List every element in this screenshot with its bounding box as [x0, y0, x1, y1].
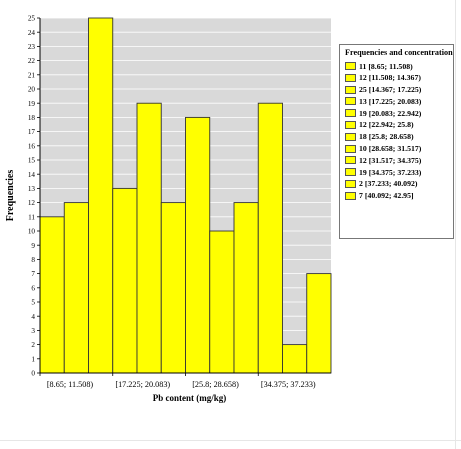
- legend-item: 25 [14.367; 17.225): [345, 85, 453, 95]
- y-tick-label: 4: [31, 313, 35, 321]
- legend-item: 7 [40.092; 42.95]: [345, 191, 453, 201]
- legend-item: 12 [11.508; 14.367): [345, 73, 453, 83]
- bar: [88, 17, 114, 374]
- legend-item-label: 2 [37.233; 40.092): [359, 179, 418, 189]
- bar: [306, 273, 332, 374]
- legend-item-label: 19 [34.375; 37.233): [359, 167, 422, 177]
- frame-border-right: [455, 0, 456, 449]
- legend-swatch: [345, 120, 356, 129]
- legend-item-label: 12 [31.517; 34.375): [359, 155, 422, 165]
- legend-swatch: [345, 144, 356, 153]
- legend-item-label: 12 [11.508; 14.367): [359, 73, 421, 83]
- y-tick-label: 8: [31, 256, 35, 264]
- legend-item: 13 [17.225; 20.083): [345, 96, 453, 106]
- x-tick-label: [17.225; 20.083): [115, 380, 170, 389]
- y-tick-label: 1: [31, 355, 35, 363]
- bar: [233, 202, 259, 374]
- legend-swatch: [345, 179, 356, 188]
- legend-item: 18 [25.8; 28.658): [345, 132, 453, 142]
- y-tick-label: 21: [28, 71, 36, 79]
- y-tick-label: 24: [28, 29, 36, 37]
- y-tick-label: 18: [28, 114, 36, 122]
- bar: [112, 187, 138, 374]
- legend-item-label: 13 [17.225; 20.083): [359, 96, 422, 106]
- legend-swatch: [345, 191, 356, 200]
- y-tick-label: 13: [28, 185, 36, 193]
- legend-item-label: 12 [22.942; 25.8): [359, 120, 414, 130]
- y-tick-label: 7: [31, 270, 35, 278]
- legend-swatch: [345, 85, 356, 94]
- legend-swatch: [345, 168, 356, 177]
- y-tick-label: 22: [28, 57, 36, 65]
- legend-swatch: [345, 73, 356, 82]
- x-axis-label: Pb content (mg/kg): [153, 393, 227, 403]
- legend-swatch: [345, 97, 356, 106]
- legend-item: 10 [28.658; 31.517): [345, 144, 453, 154]
- y-tick-label: 2: [31, 341, 35, 349]
- bar: [63, 202, 89, 374]
- y-tick-label: 12: [28, 199, 36, 207]
- y-tick-label: 10: [28, 228, 36, 236]
- legend-item-label: 7 [40.092; 42.95]: [359, 191, 414, 201]
- bar: [160, 202, 186, 374]
- bar: [209, 230, 235, 374]
- bar: [39, 216, 65, 374]
- legend-item: 12 [31.517; 34.375): [345, 155, 453, 165]
- legend-item-label: 18 [25.8; 28.658): [359, 132, 414, 142]
- y-tick-label: 16: [28, 142, 36, 150]
- y-tick-label: 5: [31, 299, 35, 307]
- y-tick-label: 11: [28, 213, 35, 221]
- y-tick-label: 14: [28, 171, 36, 179]
- x-tick-label: [34.375; 37.233): [261, 380, 316, 389]
- y-tick-label: 20: [28, 86, 36, 94]
- legend-swatch: [345, 156, 356, 165]
- legend-items: 11 [8.65; 11.508) 12 [11.508; 14.367) 25 […: [345, 61, 453, 201]
- legend-item: 12 [22.942; 25.8): [345, 120, 453, 130]
- y-axis-label: Frequencies: [5, 170, 16, 222]
- legend-item: 19 [20.083; 22.942): [345, 108, 453, 118]
- y-tick-label: 9: [31, 242, 35, 250]
- bar: [282, 344, 308, 374]
- y-tick-label: 0: [31, 370, 35, 378]
- legend-item: 11 [8.65; 11.508): [345, 61, 453, 71]
- legend-item-label: 25 [14.367; 17.225): [359, 85, 422, 95]
- legend-item-label: 19 [20.083; 22.942): [359, 108, 422, 118]
- legend-item: 19 [34.375; 37.233): [345, 167, 453, 177]
- y-tick-label: 3: [31, 327, 35, 335]
- x-tick-label: [8.65; 11.508): [47, 380, 94, 389]
- y-tick-label: 19: [28, 100, 36, 108]
- bar: [185, 116, 211, 374]
- legend-swatch: [345, 109, 356, 118]
- y-tick-label: 17: [28, 128, 36, 136]
- legend-item: 2 [37.233; 40.092): [345, 179, 453, 189]
- x-tick-label: [25.8; 28.658): [192, 380, 239, 389]
- frame-border-bottom: [0, 440, 461, 441]
- bar: [257, 102, 283, 374]
- legend-swatch: [345, 132, 356, 141]
- y-tick-label: 23: [28, 43, 36, 51]
- y-tick-label: 6: [31, 284, 35, 292]
- legend-item-label: 10 [28.658; 31.517): [359, 144, 422, 154]
- y-tick-label: 25: [28, 15, 36, 23]
- bar: [136, 102, 162, 374]
- legend-swatch: [345, 62, 356, 70]
- legend-item-label: 11 [8.65; 11.508): [359, 61, 413, 71]
- legend-title: Frequencies and concentration: [345, 48, 453, 57]
- y-tick-label: 15: [28, 157, 36, 165]
- legend: Frequencies and concentration 11 [8.65; …: [339, 44, 454, 239]
